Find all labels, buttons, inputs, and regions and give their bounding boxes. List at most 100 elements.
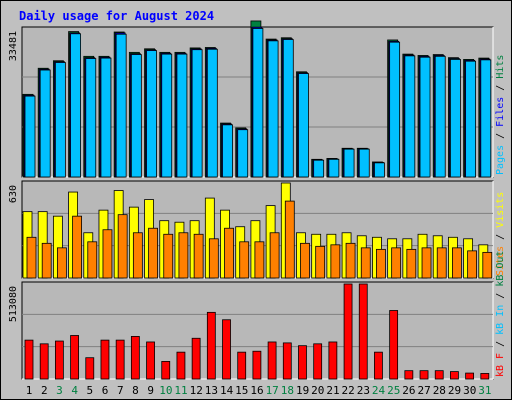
bar-kbytes-kb-f-13 bbox=[206, 311, 216, 380]
bar-hits-pages-4 bbox=[70, 33, 81, 178]
x-tick-label-18: 18 bbox=[281, 384, 294, 397]
bar-kbytes-kb-f-9 bbox=[146, 341, 155, 380]
bar-hits-pages-18 bbox=[282, 39, 294, 178]
bar-kbytes-kb-f-24 bbox=[374, 351, 383, 380]
bar-visits-sites-19 bbox=[300, 242, 310, 279]
x-tick-label-29: 29 bbox=[448, 384, 461, 397]
bar-kbytes-kb-f-7 bbox=[115, 339, 125, 380]
x-tick-label-19: 19 bbox=[296, 384, 309, 397]
bar-kbytes-kb-f-3 bbox=[54, 340, 64, 380]
bar-kbytes-kb-f-12 bbox=[191, 337, 201, 380]
bar-hits-pages-24 bbox=[374, 162, 385, 178]
legend-item: / bbox=[495, 335, 506, 353]
bar-visits-sites-28 bbox=[436, 247, 447, 279]
x-tick-label-11: 11 bbox=[174, 384, 187, 397]
bar-visits-sites-8 bbox=[132, 232, 143, 279]
bar-kbytes-kb-f-28 bbox=[434, 370, 444, 380]
bar-hits-pages-10 bbox=[161, 53, 173, 178]
bar-kbytes-kb-f-18 bbox=[282, 342, 292, 380]
bar-visits-sites-2 bbox=[41, 242, 52, 279]
bar-hits-pages-28 bbox=[434, 55, 446, 178]
x-tick-label-2: 2 bbox=[41, 384, 48, 397]
bar-kbytes-kb-f-23 bbox=[358, 283, 368, 380]
x-tick-label-10: 10 bbox=[159, 384, 172, 397]
legend-hits: Pages / Files / Hits bbox=[495, 55, 506, 175]
x-tick-label-1: 1 bbox=[26, 384, 33, 397]
bar-visits-sites-5 bbox=[87, 241, 98, 279]
legend-item: / bbox=[495, 287, 506, 305]
legend-item: Sites bbox=[495, 246, 506, 276]
bar-visits-sites-23 bbox=[360, 247, 371, 279]
legend-item: kB Out bbox=[495, 251, 506, 287]
bar-kbytes-kb-f-10 bbox=[161, 361, 171, 380]
x-tick-label-20: 20 bbox=[311, 384, 324, 397]
bar-visits-sites-14 bbox=[224, 227, 234, 279]
bar-kbytes-kb-f-1 bbox=[24, 339, 34, 380]
bar-kbytes-kb-f-27 bbox=[419, 370, 429, 380]
legend-item: kB F bbox=[495, 353, 506, 377]
bar-visits-sites-26 bbox=[406, 248, 417, 279]
bar-visits-sites-21 bbox=[330, 244, 341, 279]
bar-kbytes-kb-f-30 bbox=[465, 372, 475, 380]
bar-hits-pages-5 bbox=[85, 58, 97, 178]
bar-visits-sites-27 bbox=[421, 247, 432, 279]
panel-kbytes: 513080 kB F / kB In / kB Out bbox=[8, 251, 506, 380]
panel-hits: 33481 Pages / Files / Hits bbox=[8, 20, 506, 178]
legend-item: / bbox=[495, 79, 506, 97]
x-tick-label-26: 26 bbox=[402, 384, 415, 397]
bar-kbytes-kb-f-21 bbox=[328, 341, 338, 380]
bar-kbytes-kb-f-8 bbox=[130, 336, 140, 380]
x-tick-label-22: 22 bbox=[342, 384, 355, 397]
bar-hits-pages-23 bbox=[358, 148, 370, 178]
bar-hits-pages-9 bbox=[146, 50, 157, 178]
legend-item: Pages bbox=[495, 145, 506, 175]
bar-hits-pages-31 bbox=[480, 59, 492, 178]
bar-hits-pages-30 bbox=[465, 60, 477, 178]
bar-kbytes-kb-f-15 bbox=[237, 351, 247, 380]
bar-visits-sites-16 bbox=[254, 241, 265, 279]
x-tick-label-13: 13 bbox=[205, 384, 218, 397]
bar-kbytes-kb-f-5 bbox=[85, 357, 95, 380]
x-tick-label-30: 30 bbox=[463, 384, 476, 397]
x-tick-label-7: 7 bbox=[117, 384, 124, 397]
legend-item: Visits bbox=[495, 192, 506, 228]
bar-hits-pages-3 bbox=[54, 62, 66, 178]
bar-visits-sites-18 bbox=[284, 200, 295, 279]
bar-hits-pages-17 bbox=[267, 40, 279, 178]
bar-kbytes-kb-f-20 bbox=[313, 343, 323, 380]
bar-visits-sites-10 bbox=[163, 233, 174, 279]
x-tick-label-8: 8 bbox=[132, 384, 139, 397]
bar-hits-pages-26 bbox=[404, 55, 416, 178]
bar-visits-sites-20 bbox=[315, 245, 326, 279]
bar-kbytes-kb-f-6 bbox=[100, 339, 110, 380]
bar-kbytes-kb-f-26 bbox=[404, 370, 414, 380]
x-tick-label-5: 5 bbox=[87, 384, 94, 397]
bar-visits-sites-15 bbox=[239, 241, 250, 279]
bar-hits-pages-6 bbox=[100, 57, 112, 178]
legend-item: / bbox=[495, 228, 506, 246]
bar-hits-pages-13 bbox=[206, 48, 218, 178]
bar-visits-sites-3 bbox=[56, 247, 67, 279]
bar-kbytes-kb-f-4 bbox=[70, 335, 79, 380]
bar-hits-pages-29 bbox=[450, 59, 461, 178]
x-tick-label-21: 21 bbox=[326, 384, 339, 397]
bar-visits-sites-9 bbox=[148, 227, 158, 279]
legend-item: Files bbox=[495, 97, 506, 127]
x-tick-label-24: 24 bbox=[372, 384, 386, 397]
bar-kbytes-kb-f-31 bbox=[480, 373, 490, 380]
legend-item: Hits bbox=[495, 55, 506, 79]
bar-kbytes-kb-f-25 bbox=[389, 310, 399, 380]
ymax-label-visits: 630 bbox=[8, 185, 19, 203]
bar-visits-sites-7 bbox=[117, 214, 128, 279]
bar-visits-sites-11 bbox=[178, 232, 189, 279]
x-tick-label-6: 6 bbox=[102, 384, 109, 397]
bar-kbytes-kb-f-29 bbox=[450, 371, 459, 380]
bar-hits-pages-7 bbox=[115, 33, 127, 178]
bar-visits-sites-29 bbox=[452, 247, 462, 279]
x-tick-label-31: 31 bbox=[478, 384, 491, 397]
bar-kbytes-kb-f-11 bbox=[176, 351, 186, 380]
bar-hits-pages-15 bbox=[237, 129, 249, 178]
ymax-label-hits: 33481 bbox=[8, 31, 19, 61]
legend-item: / bbox=[495, 127, 506, 145]
